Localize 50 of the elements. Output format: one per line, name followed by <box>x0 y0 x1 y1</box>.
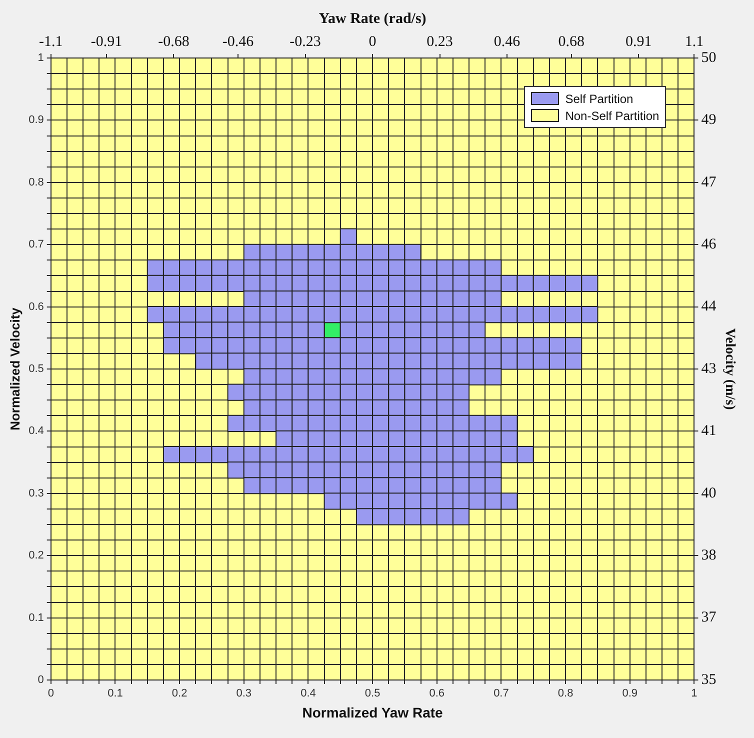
x2-tick-label: 0 <box>368 34 376 50</box>
y2-axis-title: Velocity (m/s) <box>722 328 737 410</box>
y-tick-label: 0.4 <box>28 425 44 438</box>
y-tick-label: 0.5 <box>28 363 44 376</box>
x-tick-label: 0.6 <box>429 688 445 700</box>
y-tick-label: 0.3 <box>28 487 44 500</box>
x-tick-label: 1 <box>691 688 698 700</box>
y2-tick-label: 46 <box>701 236 717 253</box>
y-tick-label: 1 <box>38 52 44 64</box>
x2-tick-label: 0.68 <box>558 34 585 50</box>
y-tick-label: 0.6 <box>28 300 44 313</box>
x2-tick-label: -1.1 <box>39 34 63 50</box>
x2-tick-label: -0.23 <box>290 34 321 50</box>
x-tick-label: 0.5 <box>364 688 380 700</box>
y2-tick-label: 41 <box>701 423 716 440</box>
y2-tick-label: 44 <box>701 298 717 315</box>
x-tick-label: 0.9 <box>622 688 638 700</box>
x2-tick-label: 0.46 <box>494 34 521 50</box>
x2-tick-label: 1.1 <box>684 34 704 50</box>
x2-axis-title: Yaw Rate (rad/s) <box>318 10 426 27</box>
x-tick-label: 0.8 <box>558 688 574 700</box>
y-tick-label: 0.9 <box>28 114 44 126</box>
x2-tick-label: -0.68 <box>158 34 190 50</box>
x-axis-title: Normalized Yaw Rate <box>302 704 444 720</box>
x2-tick-label: -0.46 <box>222 34 254 50</box>
x-tick-label: 0.2 <box>172 688 188 700</box>
legend-label: Self Partition <box>565 92 634 106</box>
x-tick-label: 0 <box>48 688 54 700</box>
x-tick-label: 0.7 <box>494 688 509 700</box>
y2-tick-label: 49 <box>701 112 716 128</box>
x2-tick-label: 0.23 <box>426 34 453 50</box>
y2-tick-label: 40 <box>701 485 716 502</box>
y2-tick-label: 35 <box>701 672 716 688</box>
y2-tick-label: 43 <box>701 360 716 377</box>
y2-tick-label: 38 <box>701 548 716 564</box>
y2-tick-label: 50 <box>701 50 716 66</box>
x-tick-label: 0.1 <box>108 688 123 700</box>
y-tick-label: 0.2 <box>28 550 44 562</box>
x2-tick-label: 0.91 <box>626 34 652 50</box>
y-tick-label: 0.8 <box>28 176 44 188</box>
y2-tick-label: 37 <box>701 610 717 626</box>
y-axis-title: Normalized Velocity <box>7 306 22 430</box>
x-tick-label: 0.4 <box>300 688 316 700</box>
y-tick-label: 0.1 <box>28 612 44 624</box>
band-label: Non-Self Partition <box>565 108 660 122</box>
y-tick-label: 0 <box>38 674 44 686</box>
y2-tick-label: 47 <box>701 174 717 190</box>
x2-tick-label: -0.91 <box>90 34 122 50</box>
x-tick-label: 0.3 <box>236 688 252 700</box>
y-tick-label: 0.7 <box>28 238 44 251</box>
